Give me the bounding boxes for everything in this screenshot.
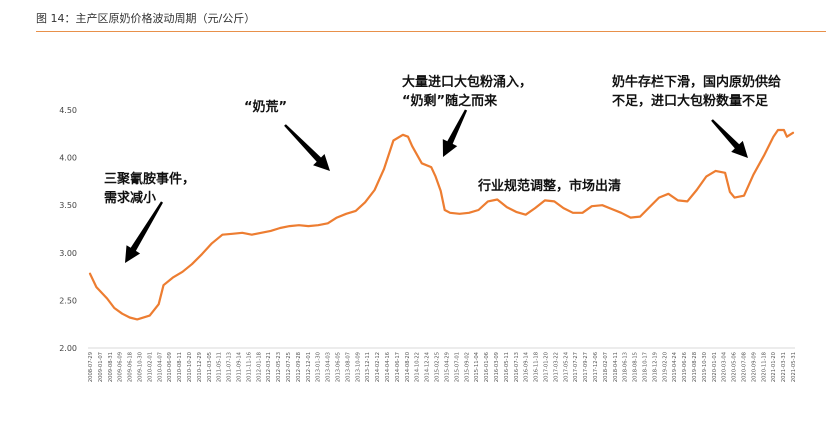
x-tick-label: 2016-11-18	[534, 352, 540, 382]
x-tick-label: 2009-06-09	[118, 352, 124, 382]
x-tick-label: 2019-08-28	[692, 352, 698, 382]
x-tick-label: 2017-12-06	[593, 352, 599, 382]
annotation-text: 不足，进口大包粉数量不足	[612, 93, 769, 109]
annotation-text: “奶剩”随之而来	[402, 93, 498, 109]
x-tick-label: 2018-02-07	[603, 352, 609, 382]
annotation-text: 三聚氰胺事件，	[104, 171, 195, 187]
x-tick-label: 2012-03-21	[266, 352, 272, 382]
x-tick-label: 2013-10-09	[355, 352, 361, 382]
x-tick-label: 2009-10-30	[138, 352, 144, 382]
x-tick-label: 2014-04-16	[385, 352, 391, 382]
x-tick-label: 2017-05-24	[563, 351, 569, 382]
x-tick-label: 2012-07-25	[286, 352, 292, 382]
x-tick-label: 2011-07-13	[227, 352, 233, 382]
x-tick-label: 2017-03-22	[553, 352, 559, 382]
y-tick-label: 2.50	[59, 296, 77, 305]
x-tick-label: 2012-05-23	[276, 352, 282, 382]
x-tick-label: 2016-03-09	[494, 352, 500, 382]
x-tick-label: 2014-10-22	[415, 352, 421, 382]
x-tick-label: 2017-01-20	[543, 352, 549, 382]
x-tick-label: 2018-08-15	[633, 352, 639, 382]
x-tick-label: 2014-12-24	[425, 351, 431, 382]
annotation-arrow	[284, 124, 330, 171]
y-tick-label: 3.00	[59, 249, 77, 258]
annotation-arrow	[442, 109, 468, 157]
x-tick-label: 2018-04-11	[613, 352, 619, 382]
x-tick-label: 2020-05-06	[732, 352, 738, 382]
x-tick-label: 2015-07-01	[454, 352, 460, 382]
x-tick-label: 2010-02-01	[147, 352, 153, 382]
x-tick-label: 2010-12-29	[197, 352, 203, 382]
title-divider	[36, 31, 826, 32]
x-tick-label: 2010-10-20	[187, 352, 193, 382]
x-tick-label: 2015-11-04	[474, 351, 480, 382]
x-tick-label: 2018-12-19	[652, 352, 658, 382]
x-tick-label: 2020-01-01	[712, 352, 718, 382]
x-tick-label: 2017-09-27	[583, 352, 589, 382]
annotation-text: “奶荒”	[244, 99, 287, 115]
x-tick-label: 2015-04-29	[444, 352, 450, 382]
x-tick-label: 2010-06-09	[167, 352, 173, 382]
x-tick-label: 2012-01-18	[256, 352, 262, 382]
x-tick-label: 2020-09-09	[751, 352, 757, 382]
x-tick-label: 2015-09-02	[464, 352, 470, 382]
x-tick-label: 2013-06-05	[336, 352, 342, 382]
x-tick-label: 2011-05-11	[217, 352, 223, 382]
x-tick-label: 2015-02-25	[435, 352, 441, 382]
x-tick-label: 2013-04-03	[326, 352, 332, 382]
x-tick-label: 2009-06-18	[128, 352, 134, 382]
x-tick-label: 2009-01-07	[98, 352, 104, 382]
annotation-text: 奶牛存栏下滑，国内原奶供给	[611, 74, 781, 90]
x-tick-label: 2011-11-16	[246, 352, 252, 382]
y-tick-label: 2.00	[59, 344, 77, 353]
x-tick-label: 2017-07-27	[573, 352, 579, 382]
price-series-line	[88, 128, 795, 321]
x-tick-label: 2014-02-12	[375, 352, 381, 382]
annotation-text: 需求减小	[104, 190, 156, 206]
x-tick-label: 2021-01-20	[771, 352, 777, 382]
x-tick-label: 2019-06-26	[682, 352, 688, 382]
x-tick-label: 2011-09-14	[237, 351, 243, 382]
x-tick-label: 2010-08-11	[177, 352, 183, 382]
x-tick-label: 2010-04-07	[157, 352, 163, 382]
y-tick-label: 4.50	[59, 106, 77, 115]
y-tick-label: 3.50	[59, 201, 77, 210]
x-tick-label: 2016-09-14	[524, 351, 530, 382]
x-tick-label: 2009-08-31	[108, 352, 114, 382]
annotation-arrow	[711, 119, 748, 158]
x-tick-label: 2021-03-31	[781, 352, 787, 382]
x-tick-label: 2013-08-07	[345, 352, 351, 382]
annotation-arrow	[125, 201, 163, 263]
annotation-text: 大量进口大包粉涌入，	[402, 74, 532, 90]
x-tick-label: 2012-09-28	[296, 352, 302, 382]
y-tick-label: 4.00	[59, 154, 77, 163]
x-tick-label: 2014-08-20	[405, 352, 411, 382]
x-tick-label: 2018-10-17	[642, 352, 648, 382]
x-tick-label: 2019-04-24	[672, 351, 678, 382]
x-tick-label: 2020-07-08	[741, 352, 747, 382]
x-tick-label: 2011-03-05	[207, 352, 213, 382]
x-tick-label: 2014-06-17	[395, 352, 401, 382]
x-tick-label: 2016-05-11	[504, 352, 510, 382]
x-tick-label: 2008-07-29	[88, 352, 94, 382]
x-tick-label: 2013-01-30	[316, 352, 322, 382]
x-tick-label: 2018-06-13	[623, 352, 629, 382]
x-tick-label: 2021-05-31	[791, 352, 797, 382]
x-tick-label: 2013-12-11	[365, 352, 371, 382]
x-tick-label: 2019-02-20	[662, 352, 668, 382]
x-tick-label: 2016-01-06	[484, 352, 490, 382]
figure-title: 图 14：主产区原奶价格波动周期（元/公斤）	[36, 12, 256, 25]
x-tick-label: 2020-03-04	[722, 351, 728, 382]
x-tick-label: 2020-11-18	[761, 352, 767, 382]
x-tick-label: 2012-12-01	[306, 352, 312, 382]
annotation-text: 行业规范调整，市场出清	[477, 178, 621, 194]
x-tick-label: 2016-07-13	[514, 352, 520, 382]
x-tick-label: 2019-10-30	[702, 352, 708, 382]
